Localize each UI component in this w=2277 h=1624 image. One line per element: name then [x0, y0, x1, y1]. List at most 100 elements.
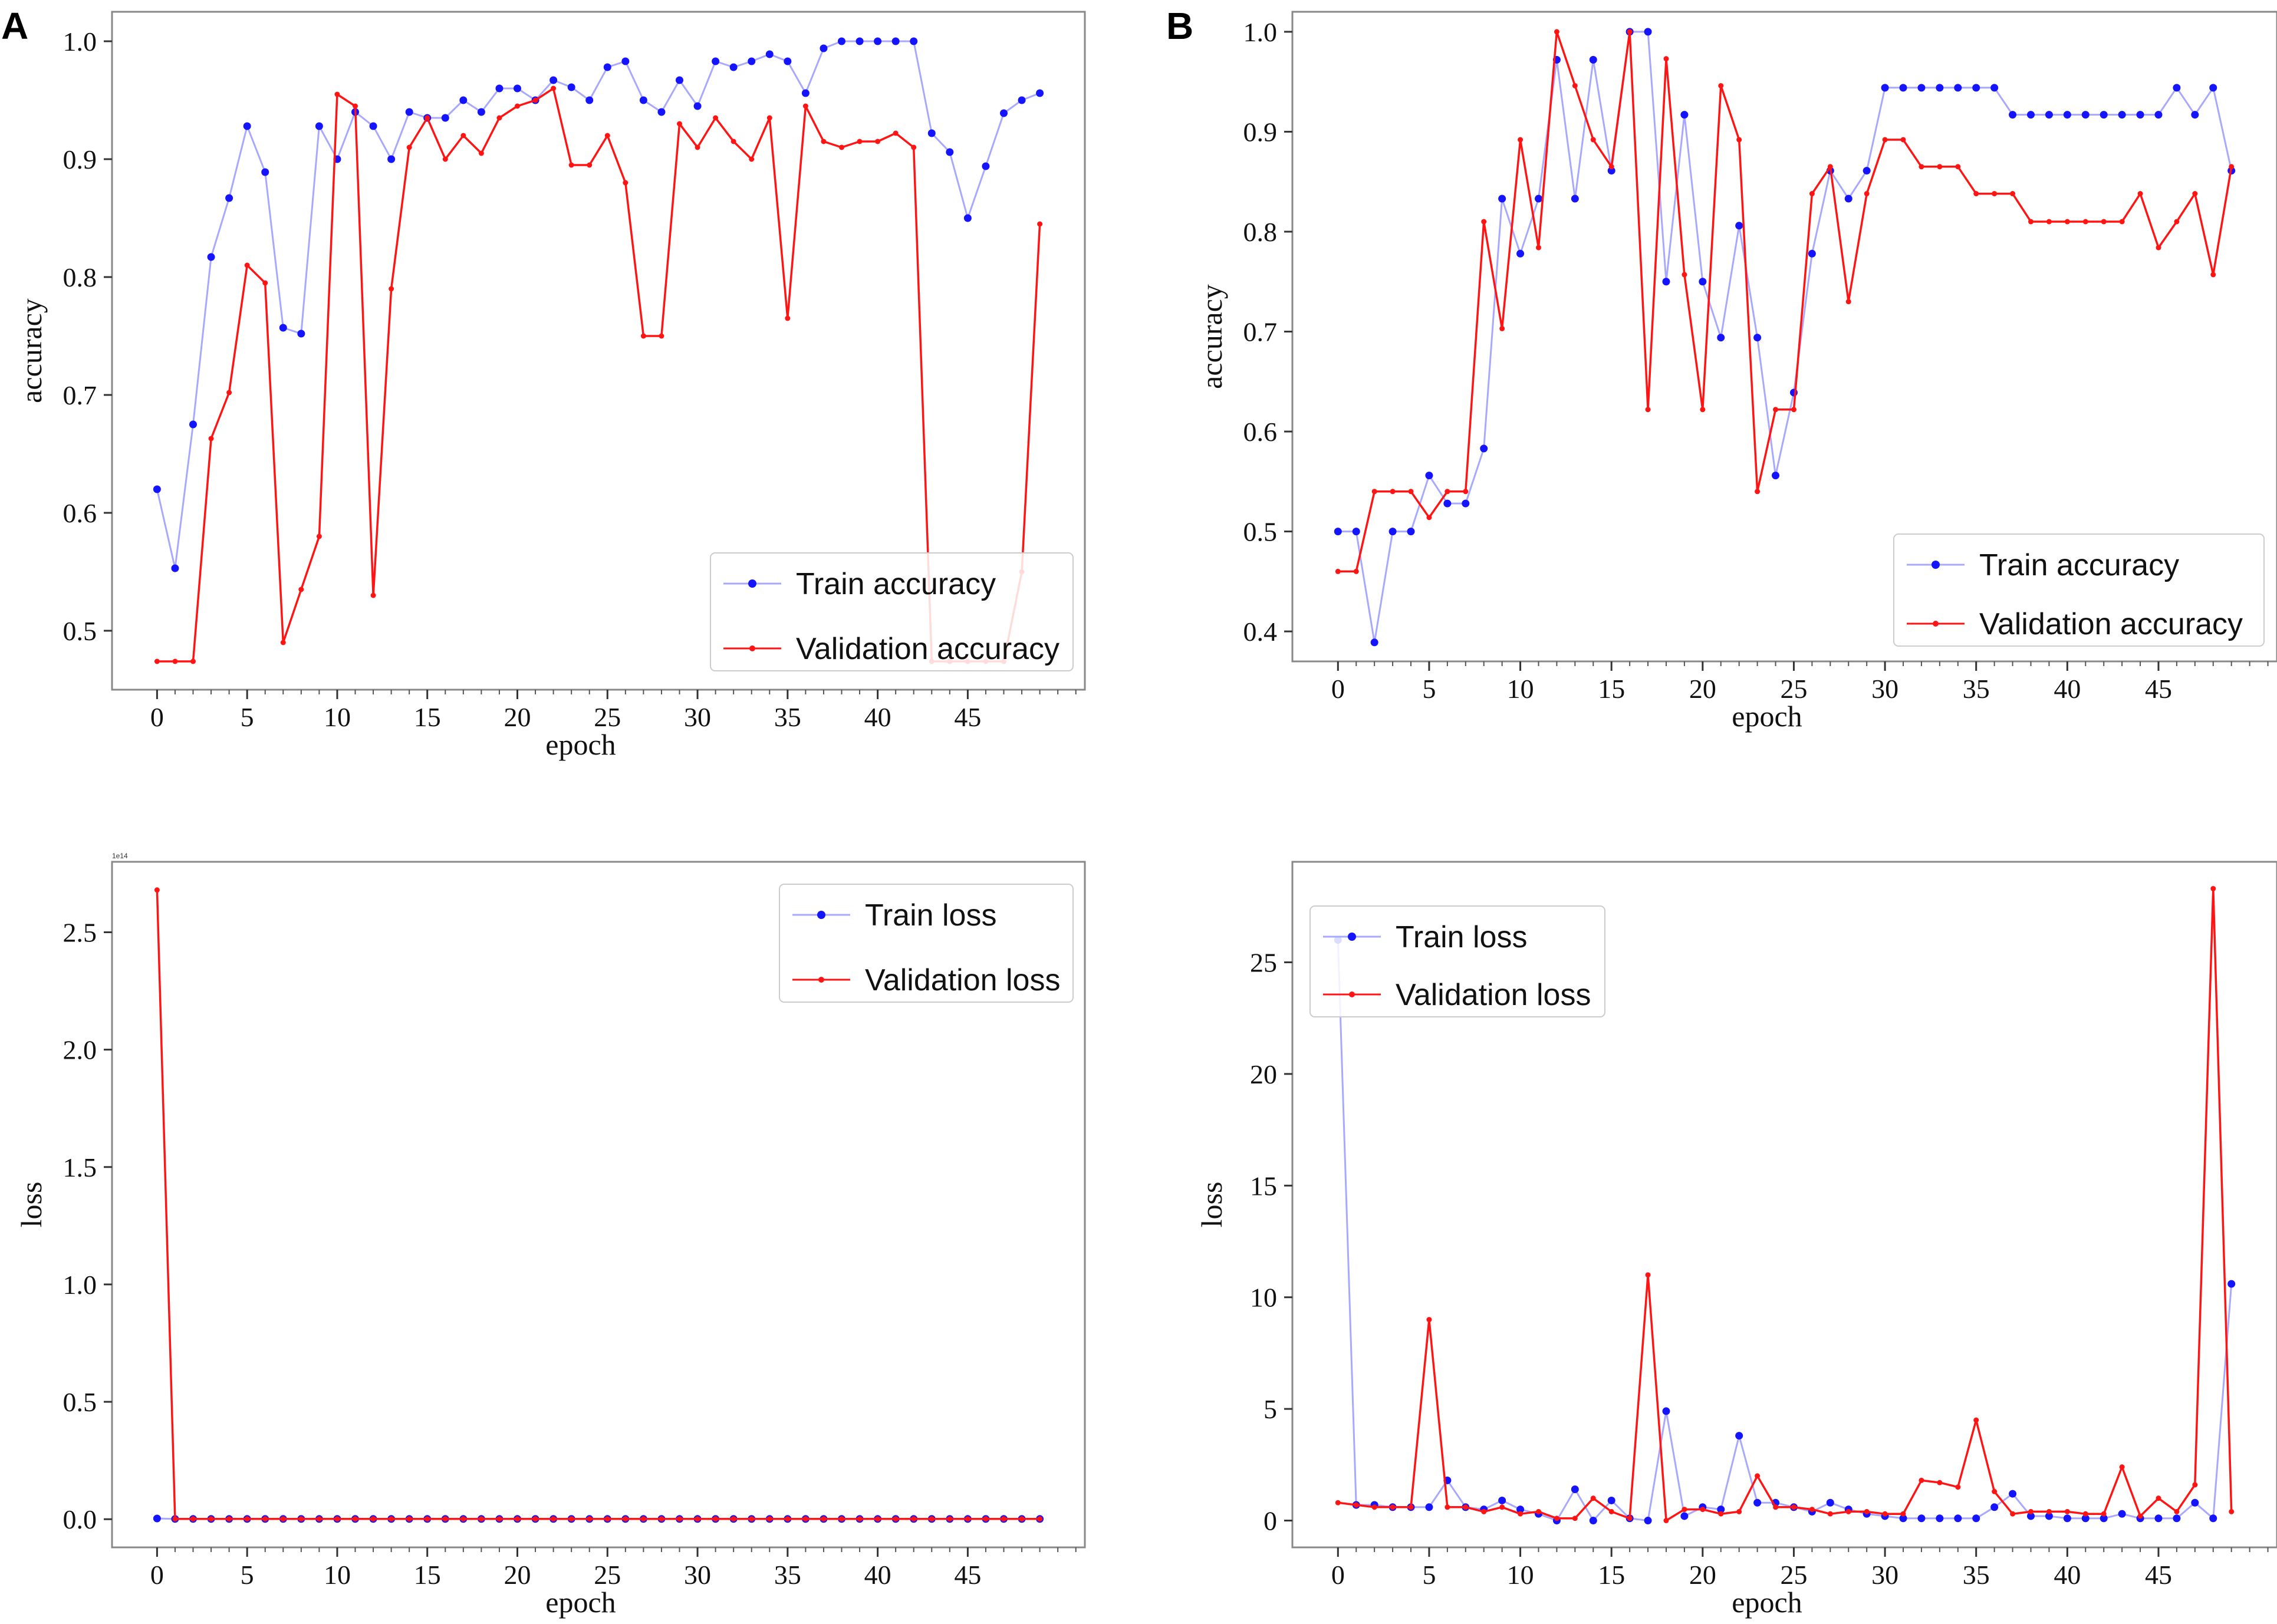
- data-point-validation: [1992, 1488, 1998, 1494]
- legend-box: [1309, 905, 1605, 1017]
- data-point-validation: [2192, 191, 2198, 197]
- data-point-validation: [1718, 1511, 1724, 1517]
- data-point-train: [495, 84, 504, 93]
- x-tick-label: 20: [1689, 1560, 1716, 1590]
- data-point-train: [801, 89, 810, 97]
- y-tick-label: 0.7: [63, 380, 97, 410]
- data-point-train: [946, 148, 954, 156]
- data-point-train: [1881, 84, 1889, 92]
- data-point-validation: [2137, 191, 2143, 197]
- data-point-train: [1899, 84, 1907, 92]
- data-point-validation: [2119, 1464, 2125, 1470]
- data-point-validation: [1992, 191, 1998, 197]
- data-point-validation: [280, 640, 286, 645]
- data-point-validation: [2174, 219, 2180, 225]
- data-point-validation: [1700, 407, 1706, 413]
- data-point-train: [963, 214, 972, 222]
- data-point-train: [1000, 109, 1008, 117]
- data-point-train: [1990, 1503, 1999, 1511]
- data-point-train: [1352, 528, 1360, 536]
- x-tick-label: 15: [414, 1560, 441, 1590]
- data-point-validation: [1882, 137, 1888, 143]
- data-point-train: [748, 57, 756, 65]
- data-point-validation: [821, 1516, 827, 1522]
- data-point-train: [1863, 167, 1871, 175]
- y-axis-title: loss: [15, 1182, 48, 1228]
- x-tick-label: 0: [1331, 674, 1345, 704]
- data-point-train: [2027, 1512, 2035, 1520]
- data-point-train: [1607, 1496, 1615, 1504]
- y-tick-label: 20: [1250, 1059, 1277, 1089]
- legend-label: Train accuracy: [796, 567, 996, 601]
- legend: Train accuracy Validation accuracy: [710, 552, 1074, 671]
- data-point-validation: [551, 1516, 557, 1522]
- data-point-validation: [1755, 489, 1761, 495]
- data-point-validation: [857, 139, 863, 144]
- data-point-validation: [1718, 83, 1724, 88]
- x-tick-label: 25: [1780, 1560, 1807, 1590]
- data-point-train: [729, 63, 738, 71]
- y-tick-label: 0.6: [1243, 417, 1278, 447]
- legend-box: [779, 884, 1074, 1003]
- x-tick-label: 5: [1422, 674, 1436, 704]
- data-point-train: [982, 162, 990, 170]
- data-point-train: [820, 44, 828, 52]
- y-tick-label: 2.5: [63, 917, 97, 947]
- data-point-train: [2118, 1510, 2126, 1518]
- data-point-validation: [1700, 1507, 1706, 1513]
- x-tick-label: 35: [774, 1560, 801, 1590]
- y-tick-label: 1.0: [1243, 17, 1278, 47]
- x-tick-label: 45: [954, 1560, 981, 1590]
- data-point-train: [1407, 528, 1415, 536]
- data-point-validation: [1481, 1508, 1487, 1514]
- data-point-validation: [839, 1516, 844, 1522]
- data-point-validation: [1919, 1477, 1924, 1483]
- x-tick-label: 35: [1963, 1560, 1990, 1590]
- y-tick-label: 1.5: [63, 1152, 97, 1182]
- data-point-validation: [1572, 1516, 1578, 1521]
- x-tick-label: 10: [324, 702, 351, 732]
- data-point-train: [693, 102, 702, 110]
- data-point-train: [1772, 472, 1780, 480]
- data-point-validation: [1682, 1507, 1687, 1513]
- data-point-validation: [2137, 1513, 2143, 1519]
- data-point-train: [1680, 111, 1689, 119]
- data-point-train: [1443, 499, 1452, 508]
- data-point-train: [891, 37, 900, 45]
- y-tick-label: 1.0: [63, 1270, 97, 1300]
- data-point-train: [2191, 111, 2199, 119]
- data-point-validation: [1973, 191, 1979, 197]
- y-tick-label: 0.4: [1243, 617, 1278, 647]
- series-validation: [154, 887, 1043, 1522]
- y-tick-label: 2.0: [63, 1035, 97, 1065]
- y-tick-label: 0.0: [63, 1504, 97, 1534]
- x-tick-label: 40: [2054, 674, 2081, 704]
- data-point-train: [2045, 111, 2053, 119]
- data-point-validation: [1645, 1272, 1651, 1278]
- data-point-train: [2009, 111, 2017, 119]
- data-point-validation: [478, 150, 484, 156]
- legend-label: Validation loss: [1396, 978, 1591, 1012]
- data-point-train: [2154, 111, 2163, 119]
- x-tick-label: 0: [1331, 1560, 1345, 1590]
- data-point-validation: [389, 286, 394, 292]
- data-point-validation: [713, 1516, 719, 1522]
- x-tick-label: 25: [1780, 674, 1807, 704]
- data-point-validation: [983, 1516, 989, 1522]
- data-point-validation: [623, 180, 629, 186]
- data-point-validation: [875, 1516, 881, 1522]
- data-point-validation: [1499, 1504, 1505, 1510]
- data-point-train: [1036, 89, 1044, 97]
- x-tick-label: 5: [1422, 1560, 1436, 1590]
- data-point-train: [2081, 111, 2090, 119]
- data-point-validation: [425, 115, 430, 121]
- data-point-validation: [298, 587, 304, 592]
- data-point-validation: [677, 121, 682, 127]
- data-point-validation: [262, 1516, 268, 1522]
- data-point-validation: [640, 333, 646, 339]
- data-point-train: [567, 83, 575, 91]
- data-point-validation: [2229, 164, 2235, 170]
- legend-swatch-marker: [1931, 561, 1940, 569]
- series-train: [1334, 28, 2236, 647]
- data-point-train: [2173, 1514, 2181, 1523]
